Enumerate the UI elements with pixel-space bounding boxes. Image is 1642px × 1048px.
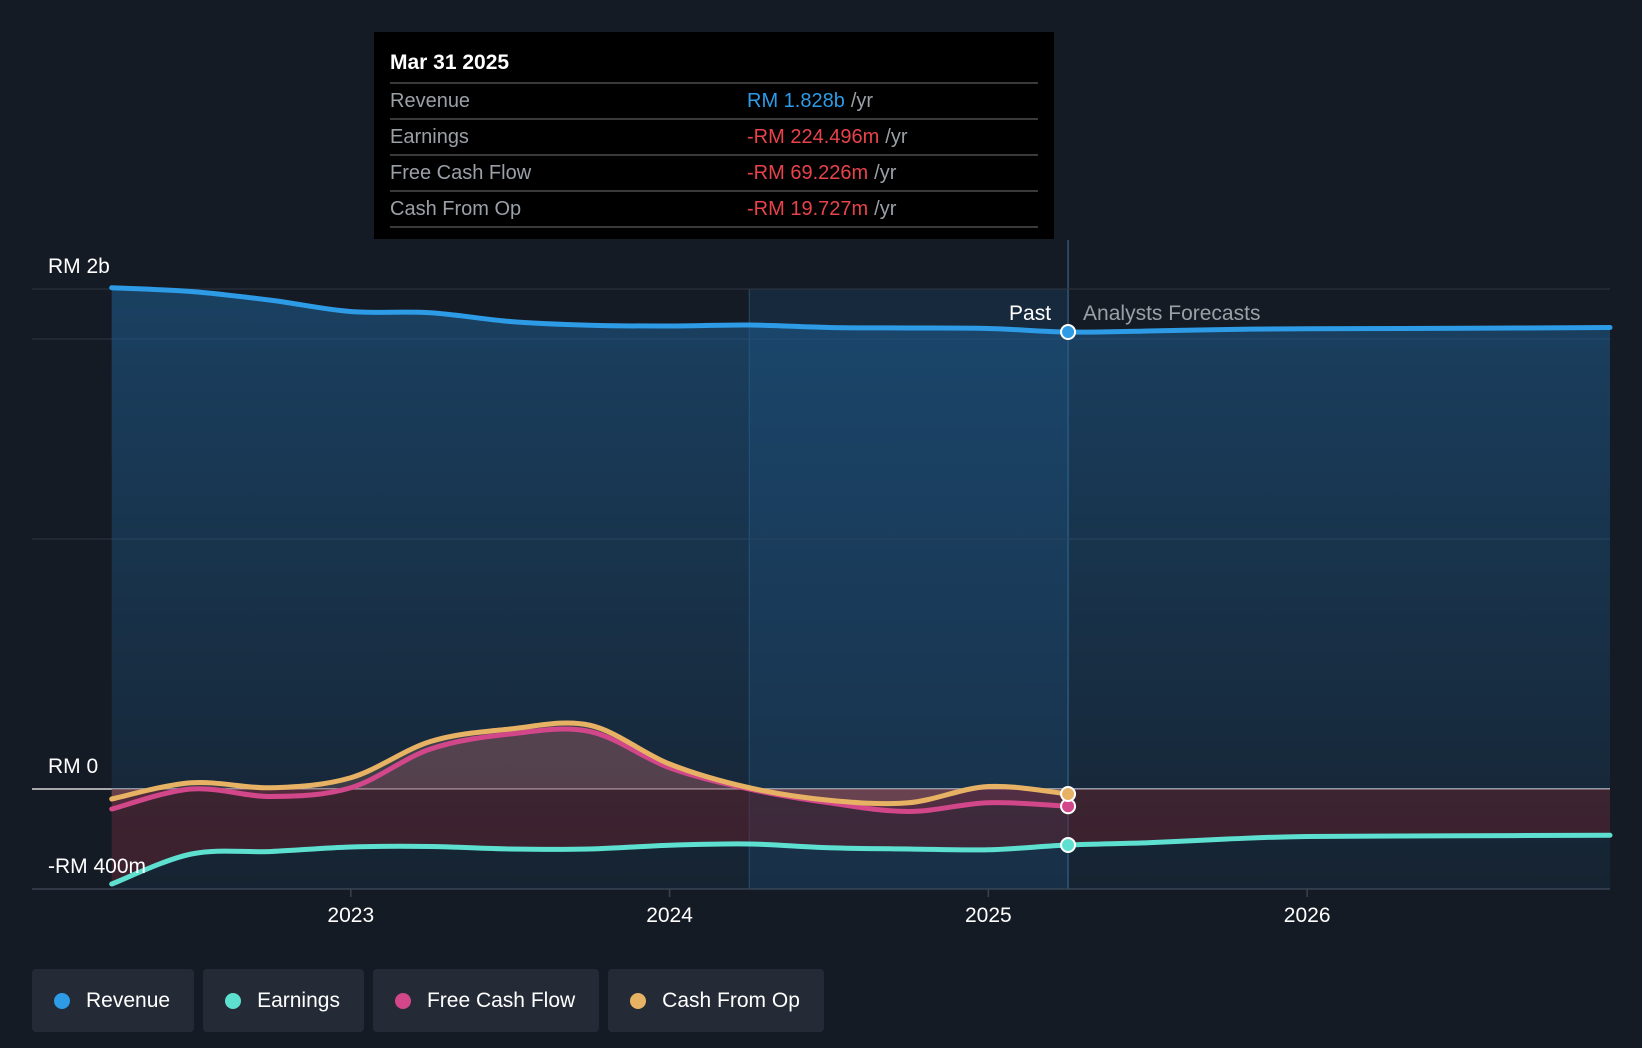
x-tick-label: 2025: [965, 904, 1012, 927]
tooltip-value: RM 1.828b: [747, 90, 845, 112]
chart-areas: [111, 287, 1610, 889]
revenue-point: [1060, 324, 1077, 340]
past-label: Past: [1009, 302, 1051, 325]
free-cash-flow-line: [109, 726, 1071, 815]
tooltip-row-free-cash-flow: Free Cash Flow -RM 69.226m /yr: [390, 154, 1038, 190]
tooltip-value: -RM 69.226m: [747, 162, 869, 184]
y-tick-label: -RM 400m: [48, 855, 146, 878]
earnings-area: [111, 789, 1610, 884]
forecast-label: Analysts Forecasts: [1083, 302, 1260, 325]
free-cash-flow-dot-icon: [394, 992, 411, 1009]
earnings-dot-icon: [225, 992, 242, 1009]
tooltip: Mar 31 2025 Revenue RM 1.828b /yr Earnin…: [374, 32, 1054, 239]
legend-item-cash-from-op[interactable]: Cash From Op: [608, 969, 824, 1032]
y-tick-label: RM 0: [48, 755, 98, 778]
legend-label: Revenue: [86, 988, 171, 1012]
x-tick-label: 2023: [327, 904, 374, 927]
free-cash-flow-area: [111, 728, 1069, 812]
legend-item-revenue[interactable]: Revenue: [32, 969, 195, 1032]
cash-from-op-point: [1060, 786, 1077, 802]
earnings-point: [1060, 837, 1077, 853]
cash-from-op-dot-icon: [630, 992, 647, 1009]
revenue-dot-icon: [54, 992, 70, 1009]
tooltip-unit: /yr: [885, 126, 908, 148]
tooltip-label: Revenue: [390, 90, 471, 112]
tooltip-row-cash-from-op: Cash From Op -RM 19.727m /yr: [390, 190, 1038, 228]
tooltip-value: -RM 19.727m: [747, 198, 869, 220]
cash-from-op-line: [109, 720, 1071, 807]
tooltip-value: -RM 224.496m: [747, 126, 880, 148]
chart-lines: [109, 285, 1613, 887]
y-tick-label: RM 2b: [48, 255, 110, 278]
tooltip-unit: /yr: [874, 162, 897, 184]
tooltip-row-revenue: Revenue RM 1.828b /yr: [390, 82, 1038, 118]
x-tick-label: 2024: [646, 904, 693, 927]
revenue-line: [109, 285, 1613, 335]
tooltip-date: Mar 31 2025: [390, 51, 510, 74]
legend-label: Earnings: [257, 988, 340, 1012]
legend-item-earnings[interactable]: Earnings: [203, 969, 364, 1032]
tooltip-unit: /yr: [874, 198, 897, 220]
tooltip-label: Earnings: [390, 126, 469, 148]
legend-item-free-cash-flow[interactable]: Free Cash Flow: [372, 969, 600, 1032]
chart-points: [1060, 324, 1077, 853]
tooltip-label: Cash From Op: [390, 198, 522, 220]
tooltip-row-earnings: Earnings -RM 224.496m /yr: [390, 118, 1038, 154]
chart-text: RM 2b RM 0 -RM 400m 2023 2024 2025 2026 Past Ana…: [48, 255, 1331, 927]
cash-from-op-area: [111, 722, 1069, 804]
tooltip-label: Free Cash Flow: [390, 162, 532, 184]
tooltip-unit: /yr: [850, 90, 874, 112]
legend-label: Free Cash Flow: [426, 988, 576, 1012]
earnings-line: [109, 832, 1613, 887]
x-tick-label: 2026: [1284, 904, 1331, 927]
legend: Revenue Earnings Free Cash Flow Cash Fro…: [32, 969, 833, 1032]
legend-label: Cash From Op: [662, 988, 800, 1012]
